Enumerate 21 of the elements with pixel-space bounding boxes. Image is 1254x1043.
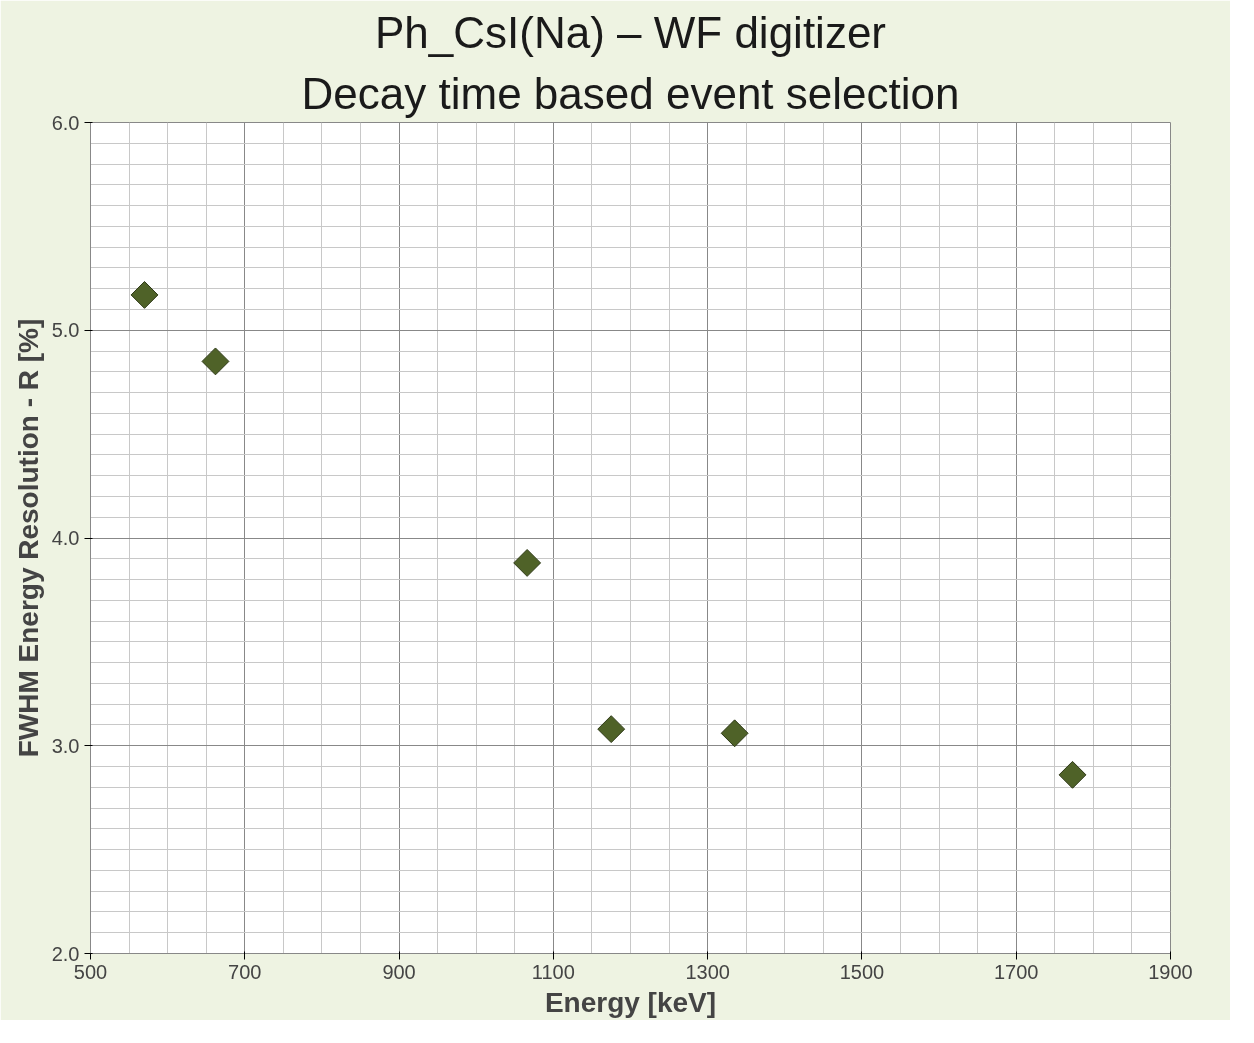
point bbox=[1058, 760, 1087, 789]
x-tick-label: 1700 bbox=[993, 960, 1039, 983]
x-tick-label: 900 bbox=[382, 960, 416, 983]
y-axis-title: FWHM Energy Resolution - R [%] bbox=[12, 318, 44, 758]
point bbox=[513, 548, 542, 577]
chart-subtitle: Decay time based event selection bbox=[301, 68, 960, 118]
point bbox=[201, 347, 230, 376]
point bbox=[130, 281, 159, 309]
y-tick-label: 6.0 bbox=[51, 111, 80, 134]
y-tick-label: 3.0 bbox=[51, 734, 80, 757]
x-tick-label: 700 bbox=[228, 960, 262, 983]
chart-title: Ph_CsI(Na) – WF digitizer bbox=[375, 7, 887, 57]
point bbox=[720, 719, 749, 748]
x-tick-label: 1100 bbox=[531, 960, 575, 983]
y-tick-label: 5.0 bbox=[51, 319, 80, 342]
x-tick-label: 1300 bbox=[685, 960, 730, 983]
x-tick-label: 1900 bbox=[1148, 960, 1193, 983]
x-tick-label: 1500 bbox=[839, 960, 885, 983]
point bbox=[597, 715, 626, 744]
y-tick-label: 4.0 bbox=[51, 527, 80, 549]
x-axis-title: Energy [keV] bbox=[544, 986, 717, 1018]
